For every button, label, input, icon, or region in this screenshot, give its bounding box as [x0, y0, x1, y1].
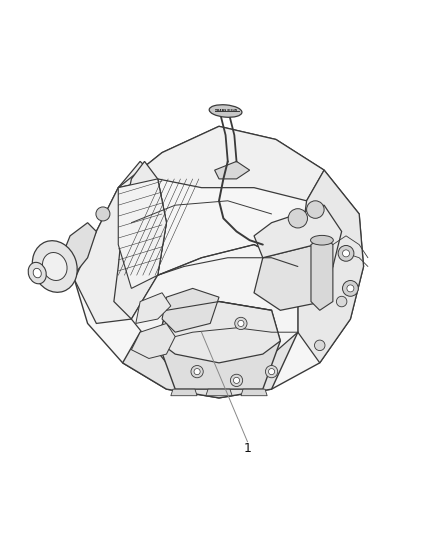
- Polygon shape: [162, 288, 219, 332]
- Ellipse shape: [32, 241, 77, 292]
- Circle shape: [343, 250, 350, 257]
- Circle shape: [314, 340, 325, 351]
- Polygon shape: [118, 179, 166, 288]
- Polygon shape: [158, 302, 280, 363]
- Polygon shape: [118, 126, 324, 201]
- Polygon shape: [74, 161, 166, 324]
- Polygon shape: [298, 170, 364, 363]
- Polygon shape: [123, 310, 298, 398]
- Polygon shape: [61, 223, 96, 280]
- Circle shape: [233, 377, 240, 383]
- Ellipse shape: [311, 236, 333, 245]
- Circle shape: [235, 317, 247, 329]
- Polygon shape: [158, 302, 280, 389]
- Ellipse shape: [42, 253, 67, 280]
- Polygon shape: [131, 245, 298, 372]
- Polygon shape: [215, 161, 250, 179]
- Circle shape: [338, 246, 354, 261]
- Polygon shape: [254, 205, 342, 266]
- Circle shape: [288, 209, 307, 228]
- Text: 1: 1: [244, 442, 251, 455]
- Polygon shape: [254, 245, 333, 310]
- Circle shape: [96, 207, 110, 221]
- Circle shape: [307, 201, 324, 219]
- Polygon shape: [131, 324, 175, 359]
- Circle shape: [230, 374, 243, 386]
- Polygon shape: [206, 389, 232, 395]
- Polygon shape: [311, 236, 333, 310]
- Polygon shape: [241, 389, 267, 395]
- Ellipse shape: [33, 268, 41, 278]
- Polygon shape: [114, 161, 166, 319]
- Circle shape: [191, 366, 203, 378]
- Ellipse shape: [28, 262, 46, 284]
- Circle shape: [194, 368, 200, 375]
- Polygon shape: [136, 293, 171, 324]
- Circle shape: [265, 366, 278, 378]
- Text: TRANS FLUID: TRANS FLUID: [215, 109, 237, 113]
- Ellipse shape: [209, 105, 242, 117]
- Circle shape: [238, 320, 244, 327]
- Circle shape: [343, 280, 358, 296]
- Circle shape: [268, 368, 275, 375]
- Circle shape: [347, 285, 354, 292]
- Polygon shape: [171, 389, 197, 395]
- Circle shape: [336, 296, 347, 307]
- Polygon shape: [74, 126, 364, 398]
